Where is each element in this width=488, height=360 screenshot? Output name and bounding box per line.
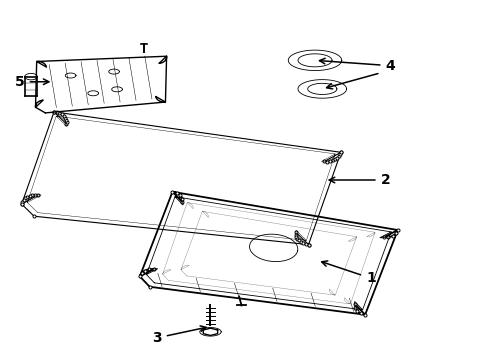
Text: 1: 1 [321, 261, 375, 285]
Text: 4: 4 [319, 58, 394, 73]
Text: 3: 3 [152, 326, 205, 345]
Text: 5: 5 [15, 75, 49, 89]
Text: 2: 2 [328, 173, 389, 187]
